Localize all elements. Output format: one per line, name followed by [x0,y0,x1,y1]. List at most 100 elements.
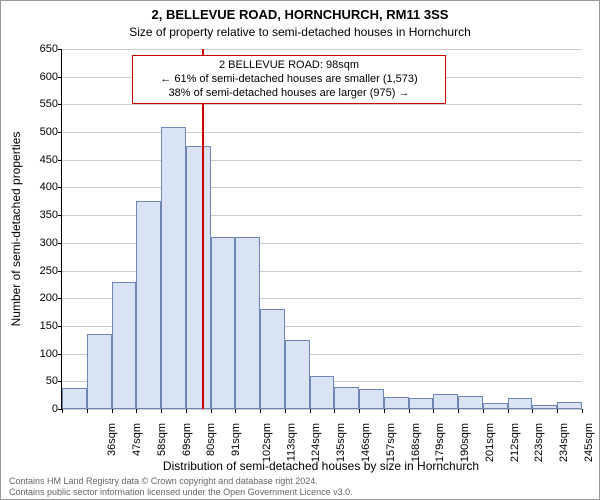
histogram-bar [557,402,582,409]
y-tick-label: 500 [30,126,58,138]
gridline [62,409,582,410]
footer-line: Contains HM Land Registry data © Crown c… [9,476,353,486]
footer-attribution: Contains HM Land Registry data © Crown c… [9,476,353,497]
y-tick-label: 200 [30,292,58,304]
histogram-bar [508,398,533,409]
y-tick [58,160,62,161]
footer-line: Contains public sector information licen… [9,487,353,497]
x-tick [433,409,434,413]
x-tick-label: 157sqm [385,423,397,462]
histogram-bar [458,396,483,409]
histogram-bar [87,334,112,409]
gridline [62,49,582,50]
x-tick-label: 36sqm [106,423,118,456]
histogram-bar [235,237,260,409]
annotation-line: ← 61% of semi-detached houses are smalle… [139,73,439,87]
x-tick-label: 69sqm [181,423,193,456]
x-tick-label: 47sqm [131,423,143,456]
x-axis-title: Distribution of semi-detached houses by … [61,459,581,473]
x-tick [112,409,113,413]
annotation-line: 38% of semi-detached houses are larger (… [139,87,439,101]
y-tick [58,326,62,327]
y-tick [58,104,62,105]
x-tick-label: 223sqm [533,423,545,462]
histogram-bar [483,403,508,409]
histogram-bar [186,146,211,409]
chart-frame: 2, BELLEVUE ROAD, HORNCHURCH, RM11 3SS S… [0,0,600,500]
y-tick [58,298,62,299]
page-subtitle: Size of property relative to semi-detach… [1,25,599,39]
y-tick-label: 600 [30,71,58,83]
histogram-bar [433,394,458,410]
y-tick [58,215,62,216]
annotation-line: 2 BELLEVUE ROAD: 98sqm [139,59,439,73]
x-tick [260,409,261,413]
x-tick [458,409,459,413]
x-tick-label: 146sqm [360,423,372,462]
histogram-bar [161,127,186,409]
x-tick-label: 190sqm [459,423,471,462]
x-tick-label: 168sqm [410,423,422,462]
histogram-bar [310,376,335,409]
y-tick [58,243,62,244]
x-tick [508,409,509,413]
y-tick-label: 650 [30,43,58,55]
gridline [62,160,582,161]
x-tick [235,409,236,413]
x-tick-label: 113sqm [285,423,297,461]
x-tick-label: 58sqm [156,423,168,456]
y-tick [58,49,62,50]
x-tick-label: 201sqm [484,423,496,462]
x-tick-label: 102sqm [261,423,273,462]
plot-area: 0501001502002503003504004505005506006503… [61,49,582,410]
x-tick-label: 124sqm [311,423,323,462]
y-tick [58,354,62,355]
y-tick-label: 150 [30,320,58,332]
y-tick [58,132,62,133]
page-title: 2, BELLEVUE ROAD, HORNCHURCH, RM11 3SS [1,7,599,22]
x-tick [136,409,137,413]
y-tick [58,77,62,78]
y-tick-label: 50 [30,375,58,387]
x-tick-label: 135sqm [335,423,347,462]
x-tick [161,409,162,413]
x-tick [384,409,385,413]
x-tick [359,409,360,413]
y-tick-label: 0 [30,403,58,415]
x-tick [285,409,286,413]
x-tick-label: 179sqm [434,423,446,462]
histogram-bar [62,388,87,409]
y-tick-label: 400 [30,181,58,193]
y-tick-label: 250 [30,265,58,277]
y-tick [58,187,62,188]
histogram-bar [260,309,285,409]
y-tick-label: 350 [30,209,58,221]
histogram-bar [285,340,310,409]
histogram-bar [532,405,557,409]
x-tick-label: 80sqm [205,423,217,456]
y-tick [58,271,62,272]
x-tick [310,409,311,413]
x-tick [334,409,335,413]
y-tick-label: 550 [30,98,58,110]
x-tick [211,409,212,413]
y-tick [58,381,62,382]
x-tick [186,409,187,413]
x-tick [532,409,533,413]
x-tick [87,409,88,413]
annotation-box: 2 BELLEVUE ROAD: 98sqm← 61% of semi-deta… [132,55,446,104]
histogram-bar [409,398,434,409]
histogram-bar [384,397,409,409]
y-tick-label: 100 [30,348,58,360]
x-tick [557,409,558,413]
gridline [62,187,582,188]
x-tick [62,409,63,413]
histogram-bar [359,389,384,409]
x-tick-label: 212sqm [509,423,521,462]
x-tick-label: 245sqm [583,423,595,462]
histogram-bar [211,237,236,409]
x-tick [483,409,484,413]
y-tick-label: 450 [30,154,58,166]
y-tick-label: 300 [30,237,58,249]
y-axis-title: Number of semi-detached properties [9,34,23,229]
